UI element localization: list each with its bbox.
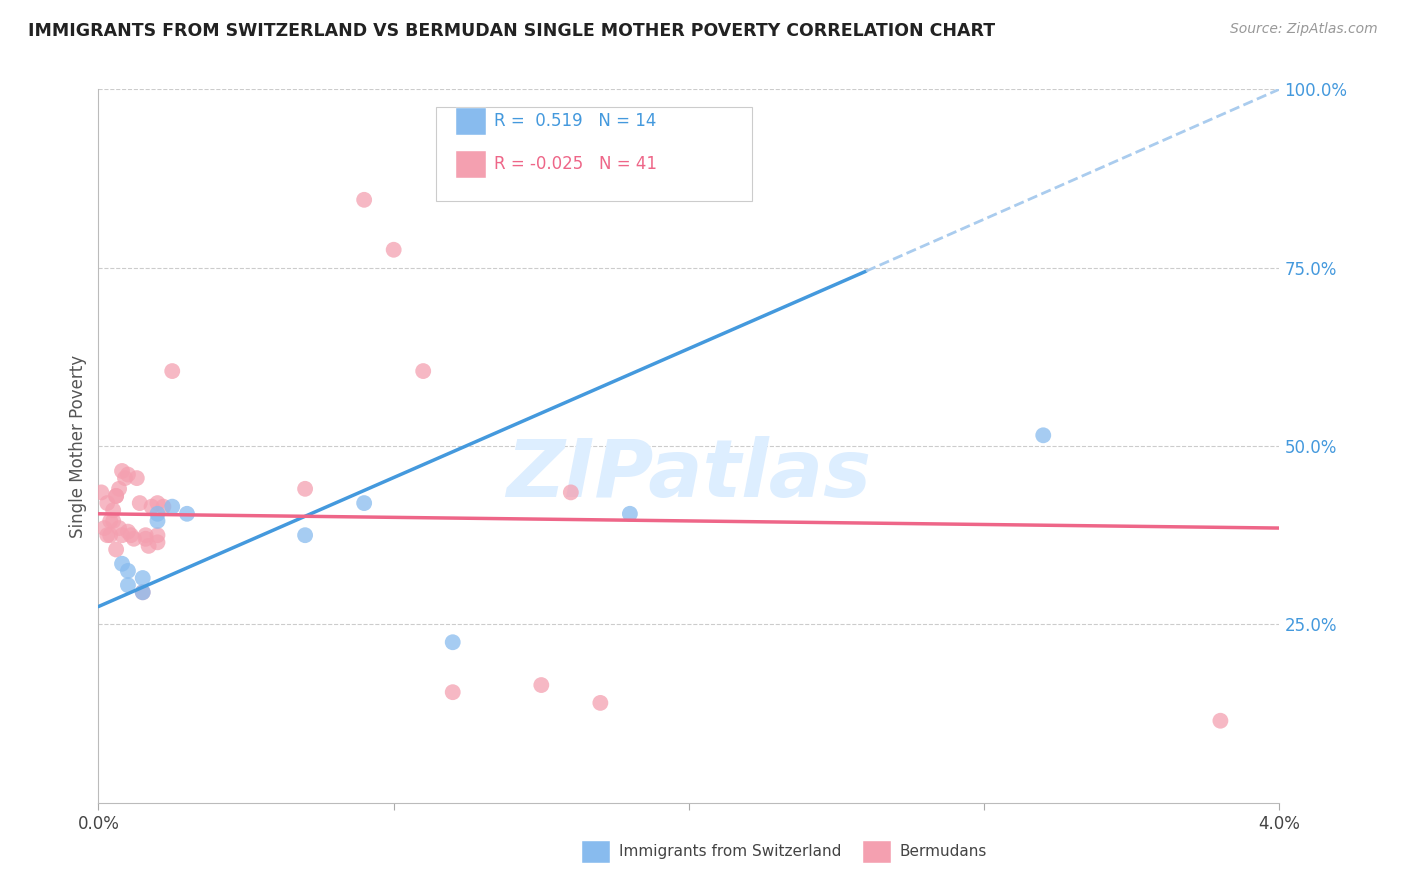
Point	[441, 635, 464, 649]
Point	[132, 571, 155, 585]
Point	[117, 564, 139, 578]
Point	[98, 528, 121, 542]
Text: R =  0.519   N = 14: R = 0.519 N = 14	[494, 112, 655, 130]
Point	[132, 585, 155, 599]
Point	[382, 243, 405, 257]
Point	[111, 557, 134, 571]
Point	[135, 532, 157, 546]
Point	[294, 482, 316, 496]
Point	[146, 496, 169, 510]
Point	[111, 464, 134, 478]
Point	[96, 528, 118, 542]
Point	[98, 514, 121, 528]
Point	[162, 364, 183, 378]
Point	[1032, 428, 1054, 442]
Point	[111, 528, 134, 542]
Point	[146, 514, 169, 528]
Y-axis label: Single Mother Poverty: Single Mother Poverty	[69, 354, 87, 538]
Point	[117, 578, 139, 592]
Text: Immigrants from Switzerland: Immigrants from Switzerland	[619, 845, 841, 859]
Point	[353, 193, 375, 207]
Point	[1209, 714, 1232, 728]
Point	[103, 514, 125, 528]
Text: IMMIGRANTS FROM SWITZERLAND VS BERMUDAN SINGLE MOTHER POVERTY CORRELATION CHART: IMMIGRANTS FROM SWITZERLAND VS BERMUDAN …	[28, 22, 995, 40]
Point	[125, 471, 148, 485]
Text: Source: ZipAtlas.com: Source: ZipAtlas.com	[1230, 22, 1378, 37]
Point	[141, 500, 163, 514]
Point	[412, 364, 434, 378]
Point	[353, 496, 375, 510]
Point	[128, 496, 150, 510]
Point	[560, 485, 582, 500]
Point	[135, 528, 157, 542]
Point	[108, 521, 131, 535]
Point	[146, 507, 169, 521]
Point	[96, 496, 118, 510]
Text: Bermudans: Bermudans	[900, 845, 987, 859]
Point	[146, 535, 169, 549]
Point	[108, 482, 131, 496]
Point	[294, 528, 316, 542]
Point	[93, 521, 115, 535]
Point	[105, 489, 128, 503]
Point	[441, 685, 464, 699]
Point	[90, 485, 112, 500]
Point	[619, 507, 641, 521]
Point	[103, 503, 125, 517]
Point	[146, 528, 169, 542]
Point	[122, 532, 145, 546]
Point	[117, 524, 139, 539]
Point	[132, 585, 155, 599]
Point	[589, 696, 612, 710]
Point	[152, 500, 174, 514]
Point	[105, 489, 128, 503]
Text: R = -0.025   N = 41: R = -0.025 N = 41	[494, 155, 657, 173]
Point	[120, 528, 142, 542]
Text: ZIPatlas: ZIPatlas	[506, 435, 872, 514]
Point	[117, 467, 139, 482]
Point	[530, 678, 553, 692]
Point	[162, 500, 183, 514]
Point	[114, 471, 136, 485]
Point	[105, 542, 128, 557]
Point	[138, 539, 160, 553]
Point	[176, 507, 198, 521]
